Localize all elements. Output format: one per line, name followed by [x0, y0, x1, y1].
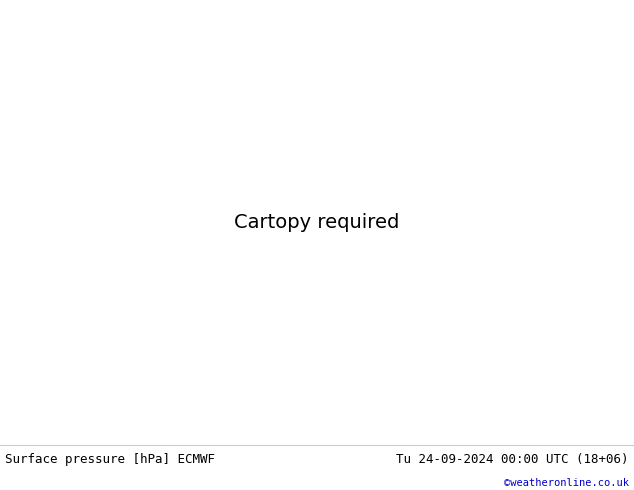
Text: ©weatheronline.co.uk: ©weatheronline.co.uk [504, 478, 629, 488]
Text: Cartopy required: Cartopy required [235, 213, 399, 232]
Text: Tu 24-09-2024 00:00 UTC (18+06): Tu 24-09-2024 00:00 UTC (18+06) [396, 453, 629, 466]
Text: Surface pressure [hPa] ECMWF: Surface pressure [hPa] ECMWF [5, 453, 215, 466]
